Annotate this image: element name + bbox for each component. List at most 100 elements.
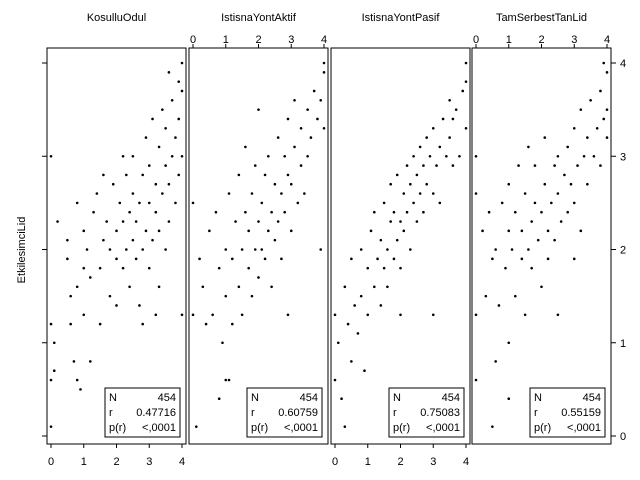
data-point <box>72 360 76 363</box>
data-point <box>474 192 478 195</box>
data-point <box>402 229 406 233</box>
data-point <box>491 425 494 428</box>
data-point <box>201 285 205 289</box>
data-point <box>134 220 138 223</box>
data-point <box>566 145 569 149</box>
data-point <box>111 182 115 186</box>
x-tick-label: 0 <box>190 34 196 46</box>
data-point <box>497 304 501 307</box>
data-point <box>510 248 514 251</box>
data-point <box>451 164 455 167</box>
data-point <box>231 257 234 261</box>
x-tick-label: 1 <box>506 34 512 46</box>
data-point <box>418 145 422 149</box>
data-point <box>154 182 158 186</box>
data-point <box>147 266 151 270</box>
data-point <box>340 397 343 401</box>
data-point <box>191 313 195 317</box>
x-tick-label: 3 <box>288 34 294 46</box>
data-point <box>386 248 389 251</box>
data-point <box>553 164 556 167</box>
data-point <box>286 117 290 121</box>
data-point <box>49 322 53 326</box>
data-point <box>461 89 465 93</box>
data-point <box>217 397 221 401</box>
data-point <box>157 145 161 149</box>
data-point <box>151 238 154 242</box>
data-point <box>392 210 396 214</box>
data-point <box>589 99 592 102</box>
data-point <box>572 257 576 261</box>
data-point <box>306 108 309 111</box>
data-point <box>247 229 250 233</box>
panel-2: IstisnaYontPasif 0 1 2 3 4 N 454 r 0.75083 p(r) <,0… <box>330 12 471 468</box>
data-point <box>602 61 606 65</box>
data-point <box>586 182 589 186</box>
data-point <box>267 154 270 158</box>
y-tick-label: 4 <box>620 58 626 70</box>
data-point <box>428 154 432 158</box>
stats-value-p: <,0001 <box>567 422 601 434</box>
data-point <box>579 108 583 111</box>
panel-title: TamSerbestTanLid <box>496 12 587 24</box>
stats-value-r: 0.75083 <box>420 407 460 419</box>
data-point <box>260 248 264 251</box>
data-point <box>556 154 560 158</box>
data-point <box>289 182 293 186</box>
panel-title: IstisnaYontAktif <box>221 12 297 24</box>
data-point <box>75 285 79 289</box>
x-tick-label: 4 <box>179 456 185 468</box>
stats-label-r: r <box>109 407 113 419</box>
panel-0: KosulluOdul 0 1 2 3 4 N 454 r 0.47716 p(r) <,0001 <box>42 12 187 468</box>
data-point <box>415 173 419 177</box>
data-point <box>92 210 95 214</box>
data-point <box>543 136 547 139</box>
data-point <box>533 201 537 205</box>
data-point <box>105 220 108 223</box>
data-point <box>170 154 174 158</box>
data-point <box>399 313 402 317</box>
data-point <box>405 164 409 167</box>
data-point <box>322 61 326 65</box>
stats-label-N: N <box>109 392 117 404</box>
data-point <box>553 238 556 242</box>
data-point <box>576 164 579 167</box>
data-point <box>353 304 356 307</box>
data-point <box>141 248 144 251</box>
data-point <box>306 154 309 158</box>
data-point <box>572 126 576 130</box>
data-point <box>82 229 86 233</box>
data-point <box>267 229 270 233</box>
data-point <box>231 322 234 326</box>
data-point <box>299 126 303 130</box>
stats-box <box>104 387 181 438</box>
data-point <box>257 108 260 111</box>
y-tick-label: 1 <box>620 338 626 350</box>
data-point <box>507 182 511 186</box>
data-point <box>154 210 158 214</box>
panel-frame <box>188 47 329 445</box>
data-point <box>438 201 442 205</box>
data-point <box>270 210 273 214</box>
x-tick-label: 2 <box>538 34 544 46</box>
data-point <box>144 229 148 233</box>
panel-title: KosulluOdul <box>87 12 146 24</box>
data-point <box>366 313 370 317</box>
data-point <box>373 285 376 289</box>
x-tick-label: 4 <box>463 456 469 468</box>
data-point <box>221 341 224 345</box>
data-point <box>350 360 353 363</box>
data-point <box>395 173 399 177</box>
stats-label-N: N <box>534 392 542 404</box>
data-point <box>164 248 167 251</box>
data-point <box>128 285 131 289</box>
data-point <box>409 182 412 186</box>
data-point <box>523 313 527 317</box>
stats-label-r: r <box>393 407 397 419</box>
data-point <box>389 182 392 186</box>
data-point <box>494 248 497 251</box>
data-point <box>448 136 451 139</box>
data-point <box>579 229 583 233</box>
data-point <box>283 210 287 214</box>
